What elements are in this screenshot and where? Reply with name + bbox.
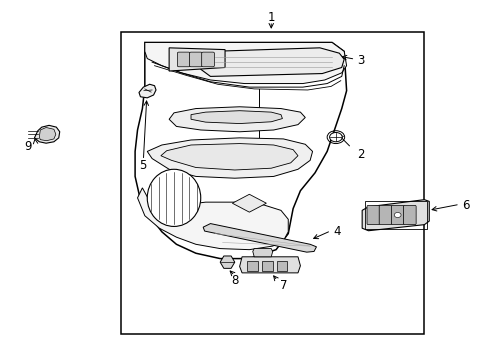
FancyBboxPatch shape <box>366 205 379 225</box>
FancyBboxPatch shape <box>201 52 214 67</box>
Text: 4: 4 <box>332 225 340 238</box>
Polygon shape <box>144 42 346 84</box>
Circle shape <box>329 132 342 142</box>
FancyBboxPatch shape <box>403 205 415 225</box>
Polygon shape <box>232 194 266 212</box>
FancyBboxPatch shape <box>390 205 403 225</box>
Polygon shape <box>147 138 312 178</box>
Polygon shape <box>169 48 224 71</box>
Bar <box>120 32 424 334</box>
Polygon shape <box>169 107 305 132</box>
Polygon shape <box>191 111 282 123</box>
FancyBboxPatch shape <box>189 52 202 67</box>
Text: 1: 1 <box>267 11 274 24</box>
Polygon shape <box>135 42 346 258</box>
Polygon shape <box>137 188 287 249</box>
Polygon shape <box>201 48 344 76</box>
Text: 7: 7 <box>279 279 286 292</box>
Text: 9: 9 <box>24 140 32 153</box>
Bar <box>365 202 427 229</box>
Text: 5: 5 <box>139 159 146 172</box>
Polygon shape <box>252 249 272 257</box>
Polygon shape <box>161 144 297 170</box>
Polygon shape <box>220 256 234 268</box>
FancyBboxPatch shape <box>177 52 190 67</box>
Bar <box>276 261 287 271</box>
Polygon shape <box>139 84 156 98</box>
FancyBboxPatch shape <box>378 205 391 225</box>
Text: 8: 8 <box>231 274 238 287</box>
Polygon shape <box>34 125 60 143</box>
Polygon shape <box>362 200 428 231</box>
Bar <box>262 261 272 271</box>
Text: 6: 6 <box>170 55 177 69</box>
Polygon shape <box>203 224 316 252</box>
Ellipse shape <box>147 169 201 226</box>
Polygon shape <box>39 127 56 141</box>
Text: 2: 2 <box>357 148 364 162</box>
Text: 3: 3 <box>357 54 364 67</box>
Polygon shape <box>239 257 300 273</box>
Circle shape <box>393 212 400 217</box>
Bar <box>247 261 258 271</box>
Text: 6: 6 <box>461 198 468 212</box>
